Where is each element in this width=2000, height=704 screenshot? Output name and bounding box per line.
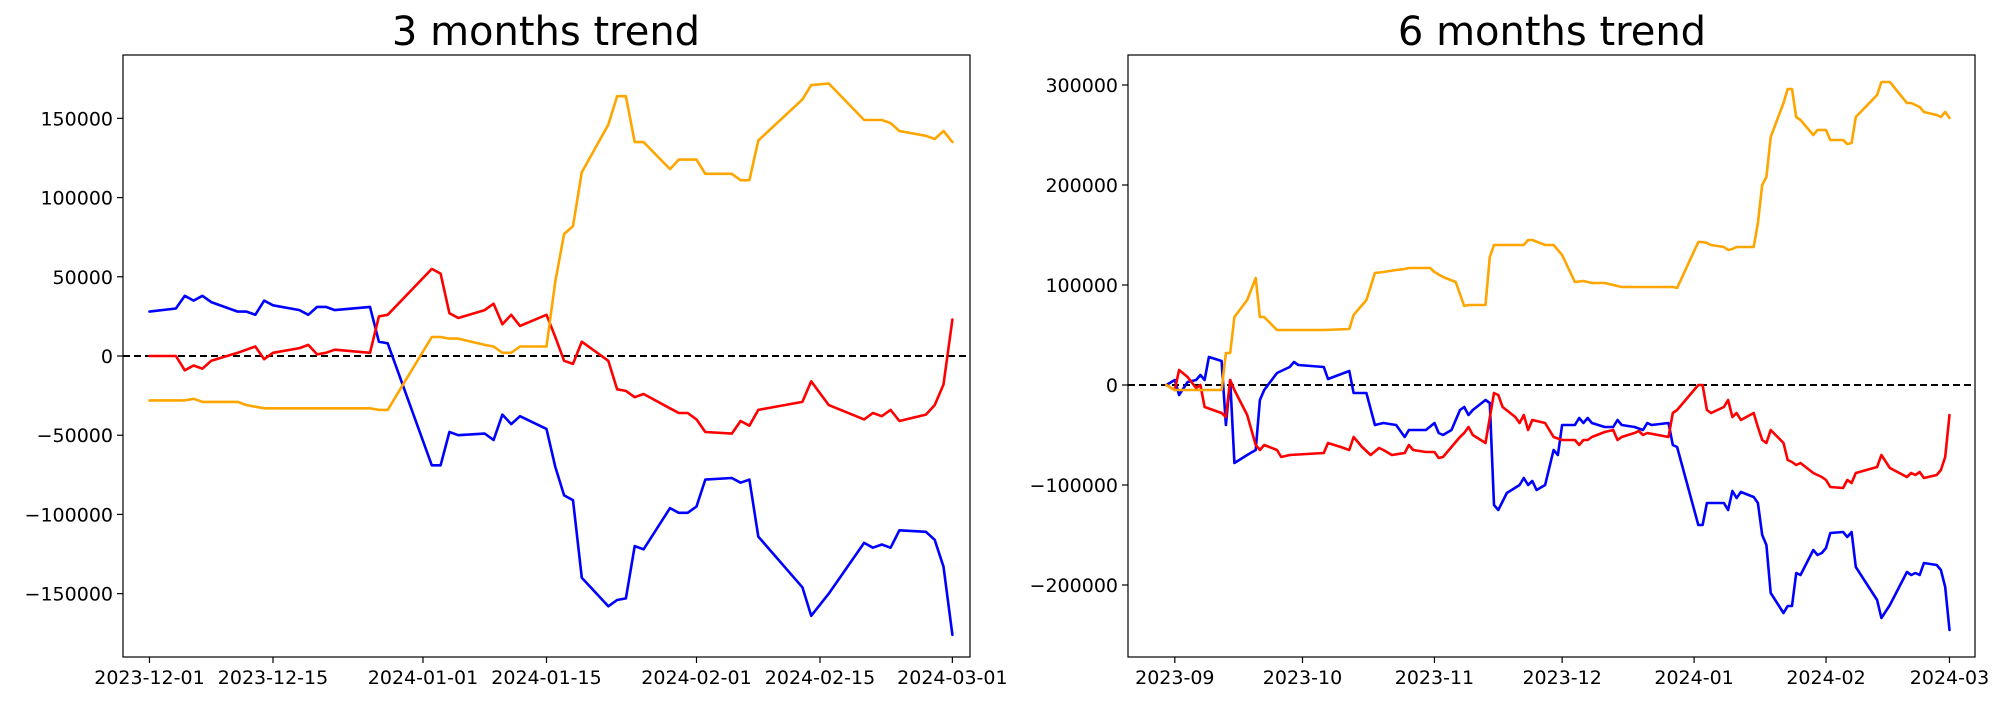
x-tick-label: 2023-12-01 bbox=[94, 667, 204, 689]
x-tick-label: 2024-01 bbox=[1654, 667, 1733, 689]
x-tick-label: 2023-12-15 bbox=[218, 667, 328, 689]
chart-3-months: 3 months trend −150000 −100000 −50000 0 5000… bbox=[25, 9, 1008, 689]
x-tick-label: 2023-12 bbox=[1522, 667, 1601, 689]
x-tick-label: 2024-01-01 bbox=[368, 667, 478, 689]
y-tick-label: 0 bbox=[1106, 375, 1118, 397]
y-tick-label: 200000 bbox=[1045, 175, 1118, 197]
y-tick-label: −200000 bbox=[1030, 575, 1118, 597]
chart-title: 3 months trend bbox=[392, 9, 700, 55]
y-tick-label: 150000 bbox=[40, 108, 113, 130]
y-tick-label: −150000 bbox=[25, 584, 113, 606]
series-line-1 bbox=[148, 294, 954, 637]
x-tick-label: 2023-09 bbox=[1135, 667, 1214, 689]
series-line-2 bbox=[1165, 368, 1951, 490]
x-tick-label: 2024-01-15 bbox=[491, 667, 601, 689]
x-tick-label: 2024-02-15 bbox=[765, 667, 875, 689]
series-line-2 bbox=[148, 267, 954, 435]
x-tick-label: 2024-02 bbox=[1786, 667, 1865, 689]
y-tick-label: 100000 bbox=[40, 188, 113, 210]
y-tick-label: 50000 bbox=[53, 267, 113, 289]
x-tick-label: 2024-02-01 bbox=[641, 667, 751, 689]
series-line-1 bbox=[1165, 355, 1951, 632]
y-tick-label: 300000 bbox=[1045, 75, 1118, 97]
y-tick-label: −100000 bbox=[1030, 475, 1118, 497]
x-tick-label: 2024-03 bbox=[1910, 667, 1989, 689]
x-tick-label: 2023-10 bbox=[1263, 667, 1342, 689]
y-tick-label: −50000 bbox=[37, 425, 113, 447]
series-line-3 bbox=[1165, 80, 1951, 392]
x-tick-label: 2023-11 bbox=[1395, 667, 1474, 689]
plot-frame bbox=[1127, 54, 1976, 658]
chart-6-months: 6 months trend −200000 −100000 0 100000 2000… bbox=[1030, 9, 1990, 689]
chart-title: 6 months trend bbox=[1398, 9, 1706, 55]
series-line-3 bbox=[148, 82, 954, 412]
y-tick-label: 100000 bbox=[1045, 275, 1118, 297]
x-tick-label: 2024-03-01 bbox=[897, 667, 1007, 689]
y-tick-label: 0 bbox=[101, 346, 113, 368]
y-tick-label: −100000 bbox=[25, 504, 113, 526]
